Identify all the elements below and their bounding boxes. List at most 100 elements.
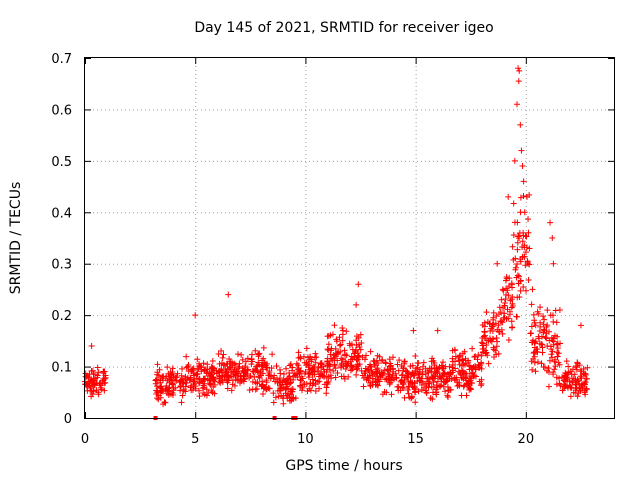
data-point bbox=[331, 361, 338, 368]
data-point bbox=[429, 396, 436, 403]
data-point bbox=[308, 367, 315, 374]
data-point bbox=[337, 341, 344, 348]
data-point bbox=[494, 338, 501, 345]
data-point bbox=[582, 387, 589, 394]
data-point bbox=[551, 332, 558, 339]
data-point bbox=[258, 362, 265, 369]
data-point bbox=[392, 370, 399, 377]
data-point bbox=[584, 364, 591, 371]
data-point bbox=[542, 334, 549, 341]
data-point bbox=[465, 359, 472, 366]
peak-point bbox=[511, 157, 518, 164]
data-point bbox=[460, 361, 467, 368]
data-point bbox=[332, 353, 339, 360]
data-point bbox=[484, 352, 491, 359]
data-point bbox=[198, 364, 205, 371]
data-point bbox=[200, 390, 207, 397]
data-point bbox=[570, 375, 577, 382]
data-point bbox=[399, 384, 406, 391]
data-point bbox=[333, 338, 340, 345]
data-point bbox=[521, 253, 528, 260]
data-point bbox=[544, 342, 551, 349]
data-point bbox=[393, 375, 400, 382]
data-point bbox=[434, 384, 441, 391]
data-point bbox=[550, 318, 557, 325]
data-point bbox=[447, 386, 454, 393]
data-point bbox=[379, 391, 386, 398]
data-point bbox=[240, 378, 247, 385]
data-point bbox=[330, 367, 337, 374]
data-point bbox=[309, 376, 316, 383]
data-point bbox=[219, 354, 226, 361]
data-point bbox=[522, 262, 529, 269]
data-point bbox=[525, 229, 532, 236]
data-point bbox=[266, 368, 273, 375]
data-point bbox=[325, 373, 332, 380]
data-point bbox=[419, 368, 426, 375]
data-point bbox=[176, 379, 183, 386]
data-point bbox=[574, 393, 581, 400]
data-point bbox=[424, 375, 431, 382]
data-point bbox=[445, 393, 452, 400]
data-point bbox=[82, 381, 89, 388]
data-point bbox=[559, 374, 566, 381]
data-point bbox=[236, 363, 243, 370]
data-point bbox=[196, 380, 203, 387]
data-point bbox=[470, 363, 477, 370]
data-point bbox=[467, 385, 474, 392]
data-point bbox=[208, 363, 215, 370]
data-point bbox=[295, 354, 302, 361]
data-point bbox=[497, 318, 504, 325]
peak-point bbox=[525, 260, 532, 267]
data-point bbox=[513, 274, 520, 281]
data-point bbox=[428, 358, 435, 365]
data-point bbox=[255, 359, 262, 366]
data-point bbox=[434, 378, 441, 385]
data-point bbox=[290, 395, 297, 402]
data-point bbox=[476, 362, 483, 369]
data-point bbox=[313, 354, 320, 361]
data-point bbox=[183, 353, 190, 360]
data-point bbox=[469, 369, 476, 376]
data-point bbox=[102, 374, 109, 381]
data-point bbox=[505, 292, 512, 299]
data-point bbox=[252, 379, 259, 386]
data-point bbox=[411, 379, 418, 386]
data-point bbox=[521, 244, 528, 251]
data-point bbox=[478, 352, 485, 359]
peak-point bbox=[494, 260, 501, 267]
data-point bbox=[304, 388, 311, 395]
data-point bbox=[541, 316, 548, 323]
data-point bbox=[459, 356, 466, 363]
data-point bbox=[425, 380, 432, 387]
data-point bbox=[367, 382, 374, 389]
data-point bbox=[534, 308, 541, 315]
data-point bbox=[514, 233, 521, 240]
data-point bbox=[277, 370, 284, 377]
peak-point bbox=[339, 327, 346, 334]
data-point bbox=[196, 379, 203, 386]
y-tick-label: 0.1 bbox=[51, 361, 72, 376]
data-point bbox=[440, 371, 447, 378]
data-point bbox=[367, 348, 374, 355]
data-point bbox=[377, 374, 384, 381]
data-point bbox=[441, 370, 448, 377]
data-point bbox=[289, 386, 296, 393]
data-point bbox=[297, 367, 304, 374]
data-point bbox=[444, 392, 451, 399]
data-point bbox=[286, 362, 293, 369]
data-point bbox=[409, 369, 416, 376]
data-point bbox=[449, 347, 456, 354]
data-point bbox=[303, 345, 310, 352]
data-point bbox=[387, 366, 394, 373]
data-point bbox=[195, 387, 202, 394]
data-point bbox=[459, 357, 466, 364]
data-point bbox=[371, 361, 378, 368]
data-point bbox=[413, 365, 420, 372]
data-point bbox=[429, 355, 436, 362]
data-point bbox=[532, 368, 539, 375]
data-point bbox=[474, 356, 481, 363]
data-point bbox=[382, 360, 389, 367]
data-point bbox=[517, 194, 524, 201]
data-point bbox=[230, 370, 237, 377]
